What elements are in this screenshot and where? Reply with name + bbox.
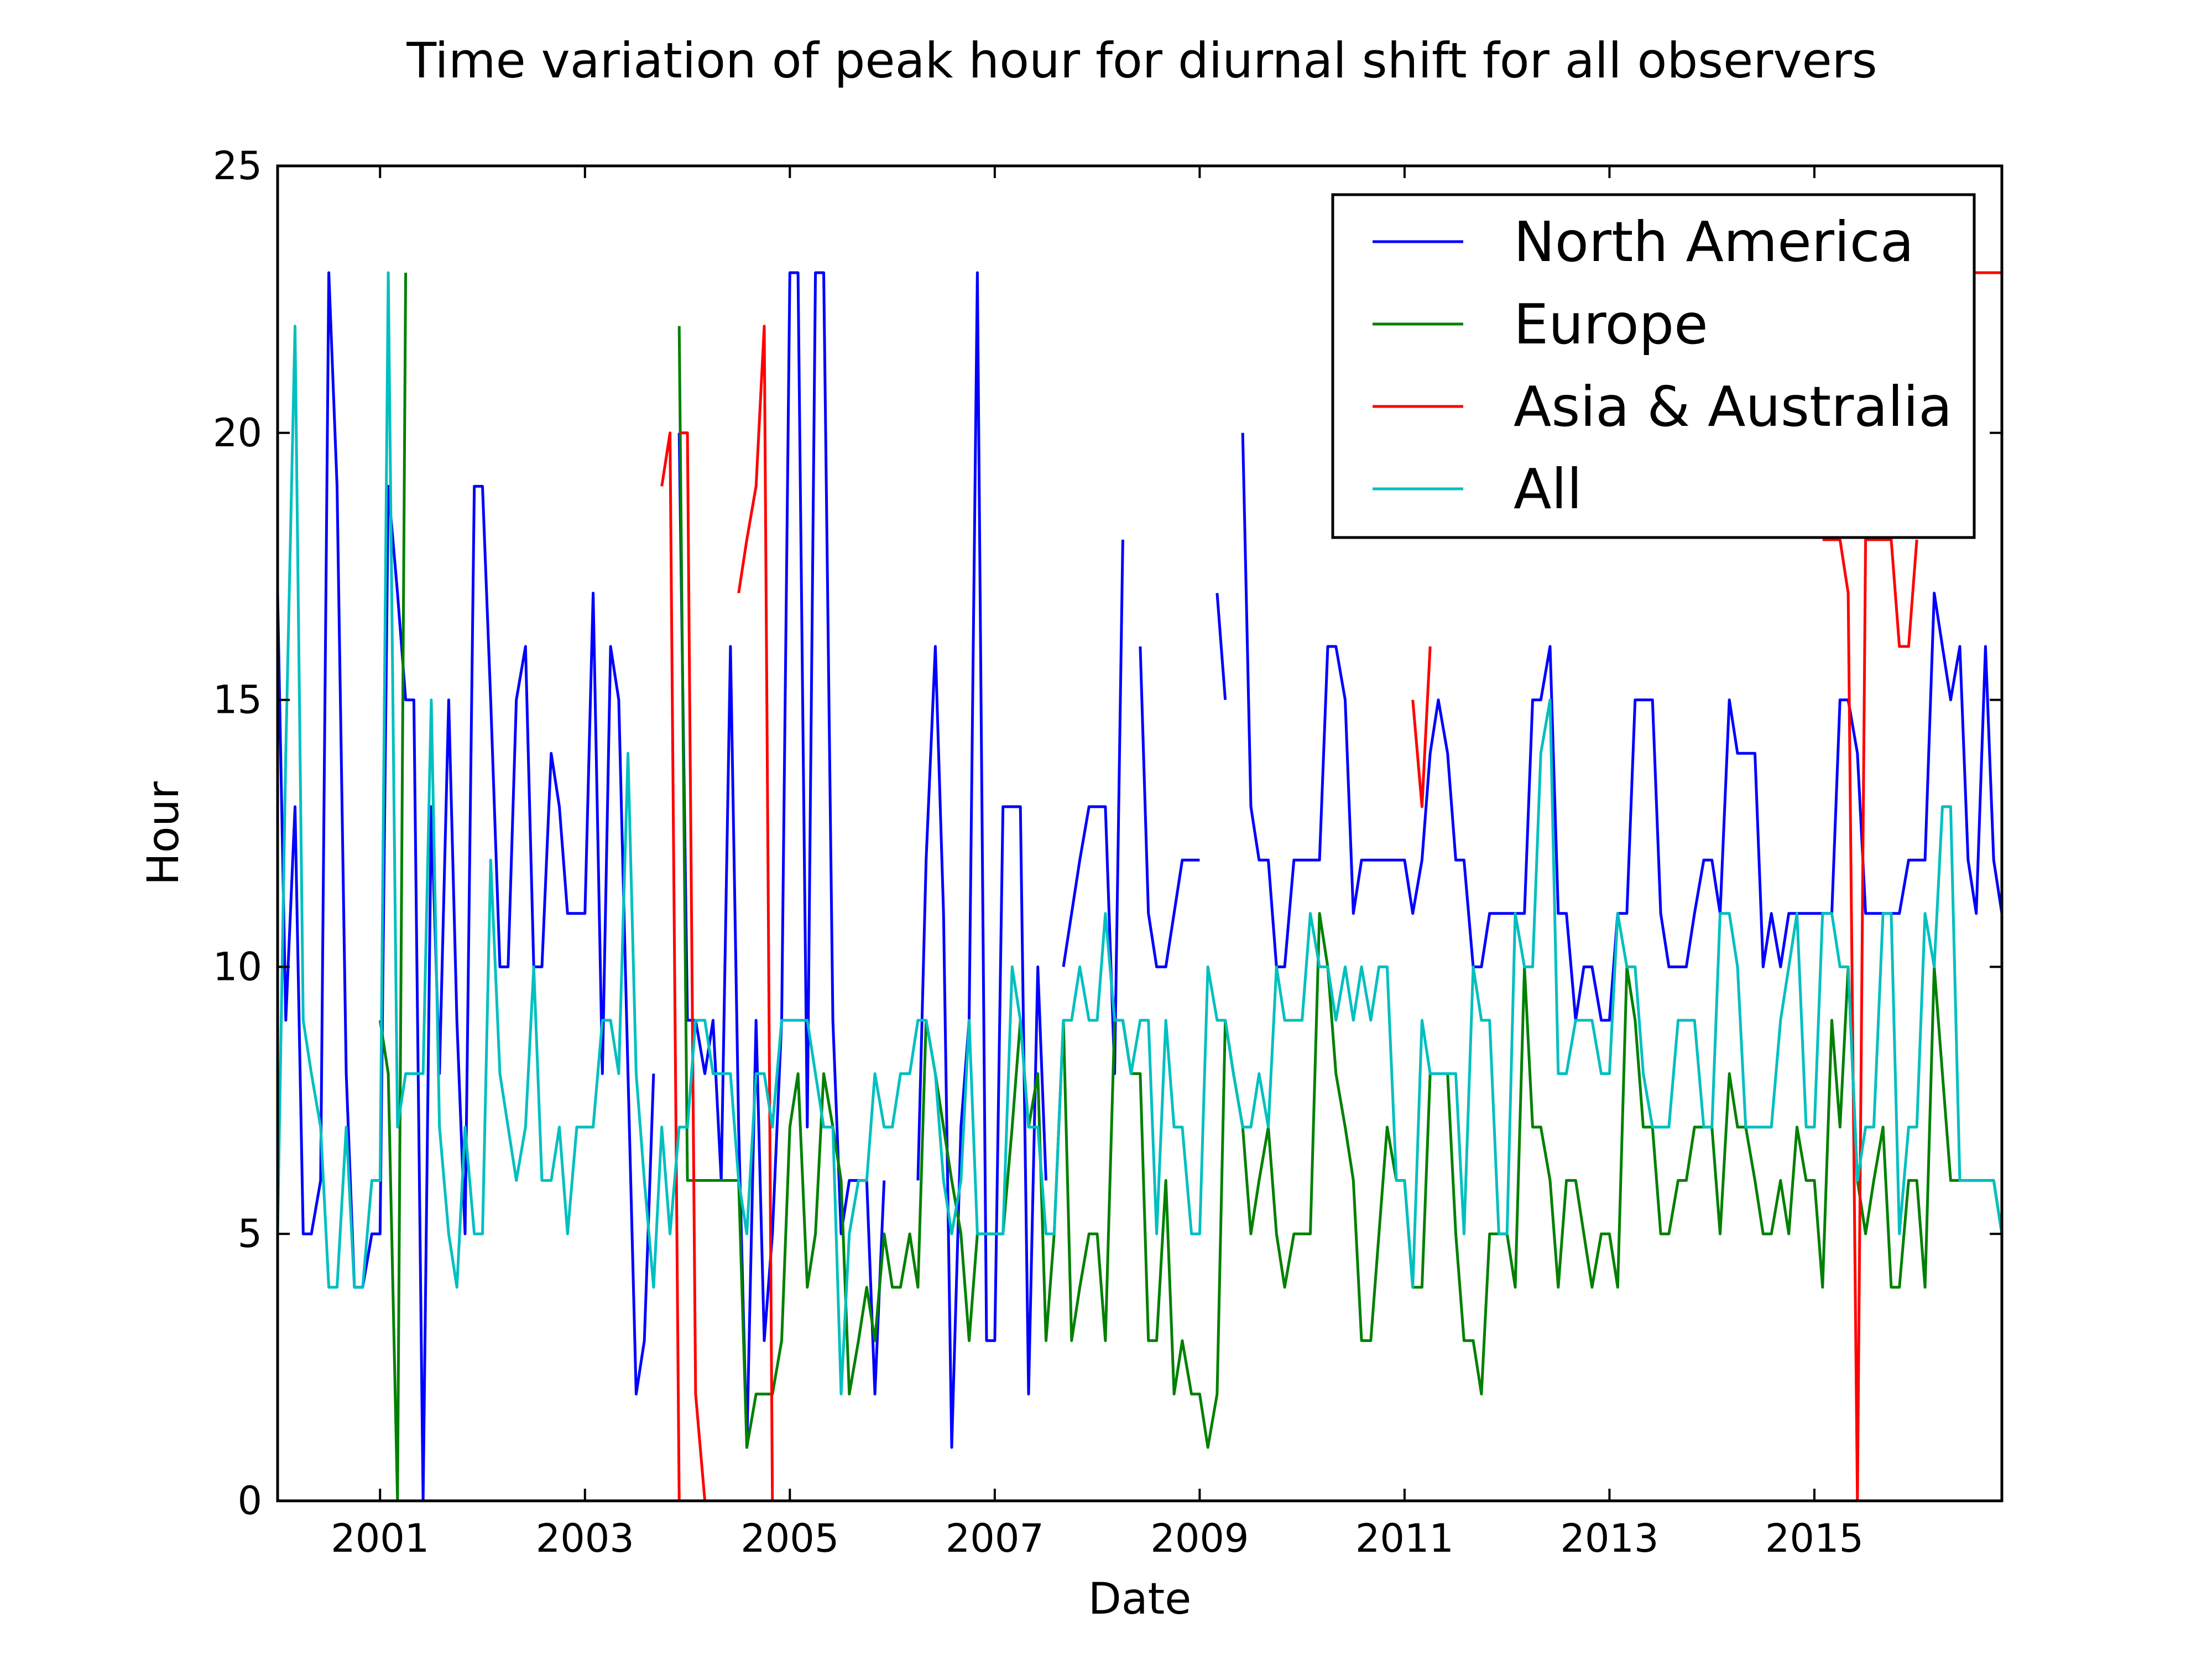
x-tick-label: 2015 [1765, 1516, 1864, 1561]
x-tick-label: 2013 [1560, 1516, 1658, 1561]
y-tick-label: 5 [237, 1211, 262, 1256]
series-line-2 [660, 271, 2002, 1501]
y-axis-label: Hour [139, 781, 189, 885]
x-tick-label: 2007 [946, 1516, 1044, 1561]
series-line-3 [278, 271, 2002, 1396]
legend-label-0: North America [1514, 210, 1914, 274]
series-line-1 [378, 273, 2002, 1501]
legend-label-2: Asia & Australia [1514, 374, 1952, 439]
series-layer [278, 271, 2002, 1501]
tick-layer: 2001 2003 2005 2007 2009 2011 2013 2015 0 5 10 15 20… [213, 143, 2002, 1561]
legend-label-3: All [1514, 457, 1582, 521]
y-tick-label: 20 [213, 410, 262, 456]
y-tick-label: 10 [213, 944, 262, 989]
plot-area-frame [276, 164, 2004, 1503]
x-tick-label: 2003 [536, 1516, 634, 1561]
x-tick-label: 2011 [1355, 1516, 1454, 1561]
y-tick-label: 25 [213, 143, 262, 189]
legend-label-1: Europe [1514, 292, 1708, 357]
legend: North America Europe Asia & Australia All [1331, 193, 1976, 539]
y-tick-label: 15 [213, 677, 262, 723]
x-tick-label: 2001 [331, 1516, 429, 1561]
chart-title: Time variation of peak hour for diurnal … [406, 32, 1877, 89]
legend-box [1331, 193, 1976, 539]
x-axis-label: Date [1088, 1574, 1191, 1624]
x-tick-label: 2009 [1150, 1516, 1249, 1561]
x-tick-label: 2005 [740, 1516, 839, 1561]
y-tick-label: 0 [237, 1478, 262, 1524]
